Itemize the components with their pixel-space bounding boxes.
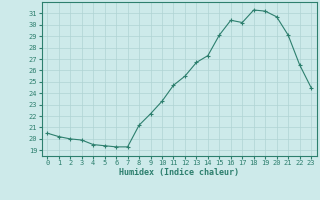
X-axis label: Humidex (Indice chaleur): Humidex (Indice chaleur)	[119, 168, 239, 177]
